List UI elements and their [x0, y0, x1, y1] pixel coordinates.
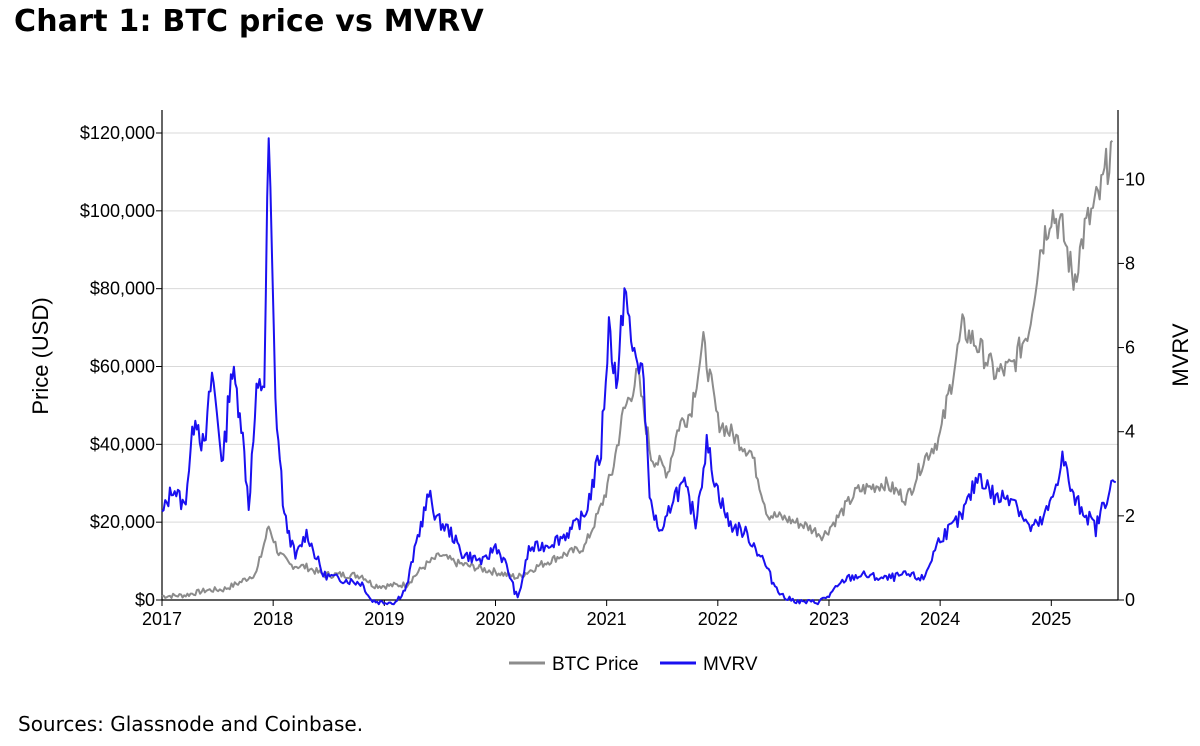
- y-axis-title-left: Price (USD): [28, 297, 53, 414]
- series-line-mvrv: [161, 137, 1117, 606]
- series-line-btc-price: [161, 140, 1114, 599]
- y-tick-label-left: $100,000: [80, 201, 155, 221]
- axes: [156, 110, 1124, 606]
- legend: BTC Price MVRV: [509, 654, 758, 675]
- btc-price-line: [161, 140, 1114, 599]
- y-tick-label-right: 6: [1125, 338, 1135, 358]
- y-tick-label-left: $40,000: [90, 434, 155, 454]
- y-tick-label-right: 10: [1125, 169, 1145, 189]
- x-tick-label: 2021: [587, 609, 627, 629]
- y-tick-label-right: 8: [1125, 253, 1135, 273]
- x-tick-label: 2025: [1031, 609, 1071, 629]
- tick-labels: $0 $20,000 $40,000 $60,000 $80,000 $100,000 $1…: [80, 123, 1145, 629]
- y-axis-title-right: MVRV: [1168, 323, 1193, 386]
- source-note: Sources: Glassnode and Coinbase.: [18, 712, 364, 736]
- y-tick-label-left: $20,000: [90, 512, 155, 532]
- x-tick-label: 2019: [364, 609, 404, 629]
- y-tick-label-left: $120,000: [80, 123, 155, 143]
- y-tick-label-right: 0: [1125, 590, 1135, 610]
- chart-area: $0 $20,000 $40,000 $60,000 $80,000 $100,000 $1…: [28, 110, 1193, 675]
- y-tick-label-left: $80,000: [90, 279, 155, 299]
- y-tick-label-left: $0: [135, 590, 155, 610]
- y-tick-label-right: 4: [1125, 422, 1135, 442]
- x-tick-label: 2024: [920, 609, 960, 629]
- mvrv-line: [161, 137, 1117, 606]
- legend-label-btc-price: BTC Price: [552, 654, 639, 675]
- chart-title: Chart 1: BTC price vs MVRV: [14, 4, 484, 39]
- x-tick-label: 2018: [253, 609, 293, 629]
- x-tick-label: 2020: [475, 609, 515, 629]
- x-tick-label: 2022: [698, 609, 738, 629]
- x-tick-label: 2017: [142, 609, 182, 629]
- y-tick-label-left: $60,000: [90, 357, 155, 377]
- y-tick-label-right: 2: [1125, 506, 1135, 526]
- legend-label-mvrv: MVRV: [703, 654, 758, 675]
- x-tick-label: 2023: [809, 609, 849, 629]
